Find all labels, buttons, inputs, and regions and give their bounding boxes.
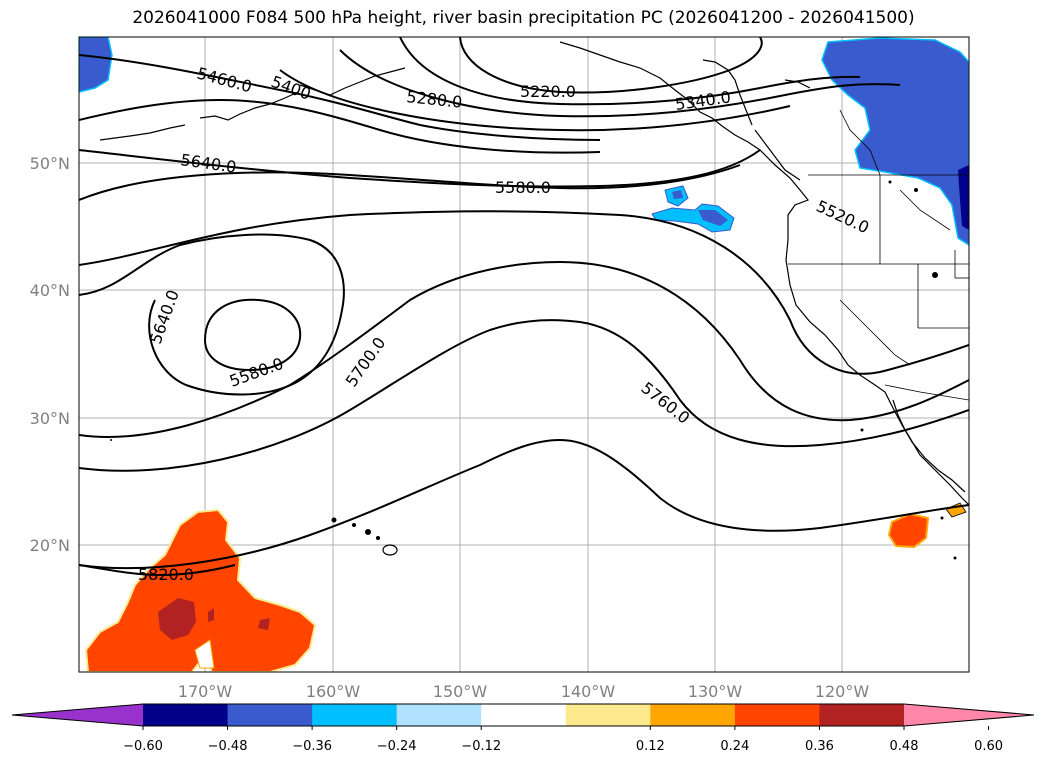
colorbar-segment: [143, 704, 229, 726]
lat-label: 30°N: [30, 409, 70, 428]
colorbar-segment: [734, 704, 820, 726]
colorbar-segment: [312, 704, 398, 726]
islands: [110, 180, 957, 560]
coastlines: [99, 41, 969, 506]
positive-precip-areas: [84, 502, 967, 672]
colorbar-tick-label: −0.60: [123, 739, 163, 754]
lat-label: 20°N: [30, 536, 70, 555]
colorbar-segment: [227, 704, 313, 726]
colorbar: −0.60 −0.48 −0.36 −0.24 −0.12 0.12 0.24 0.36 0.4…: [11, 703, 1035, 754]
colorbar-segment: [819, 704, 905, 726]
contour-label: 5220.0: [520, 82, 576, 101]
longitude-labels: 170°W 160°W 150°W 140°W 130°W 120°W: [178, 682, 870, 701]
colorbar-segment: [565, 704, 651, 726]
lon-label: 150°W: [433, 682, 488, 701]
lat-label: 40°N: [30, 281, 70, 300]
contour-label: 5820.0: [138, 565, 194, 584]
colorbar-tick-label: 0.24: [720, 739, 749, 754]
colorbar-tick-label: −0.36: [292, 739, 332, 754]
colorbar-segment: [650, 704, 736, 726]
colorbar-tick-label: 0.36: [805, 739, 834, 754]
colorbar-segment: [396, 704, 482, 726]
colorbar-segment: [481, 704, 567, 726]
lon-label: 140°W: [561, 682, 616, 701]
contour-label: 5580.0: [495, 178, 551, 197]
colorbar-tick-label: −0.48: [208, 739, 248, 754]
gridlines: [79, 37, 969, 672]
state-borders: [788, 109, 969, 401]
lon-label: 130°W: [688, 682, 743, 701]
lon-label: 170°W: [178, 682, 233, 701]
colorbar-extend-high: [904, 704, 1034, 726]
height-contours: [79, 37, 969, 577]
lat-label: 50°N: [30, 154, 70, 173]
map-title: 2026041000 F084 500 hPa height, river ba…: [132, 8, 915, 28]
colorbar-tick-label: −0.12: [461, 739, 501, 754]
negative-precip-areas: [79, 37, 969, 246]
colorbar-tick-label: 0.48: [890, 739, 919, 754]
colorbar-tick-label: 0.60: [974, 739, 1003, 754]
lon-label: 160°W: [306, 682, 361, 701]
colorbar-tick-label: 0.12: [636, 739, 665, 754]
colorbar-extend-low: [12, 704, 143, 726]
map-border: [78, 36, 970, 673]
colorbar-tick-label: −0.24: [377, 739, 417, 754]
latitude-labels: 50°N 40°N 30°N 20°N: [30, 154, 70, 555]
lon-label: 120°W: [815, 682, 870, 701]
